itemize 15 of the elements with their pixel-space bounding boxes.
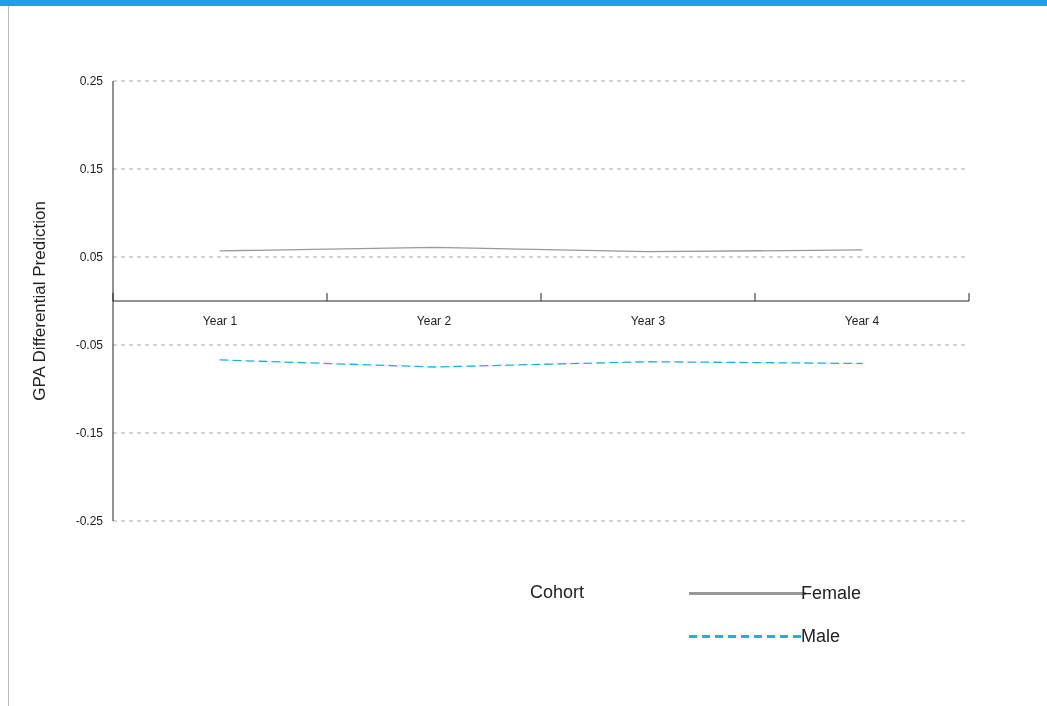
legend-label: Male — [801, 626, 841, 646]
x-tick-label: Year 4 — [844, 314, 880, 328]
line-series — [219, 359, 863, 368]
y-tick-label: 0.15 — [79, 162, 104, 177]
y-tick-label: 0.05 — [79, 250, 104, 265]
y-tick-label: -0.05 — [75, 338, 104, 353]
y-axis-title: GPA Differential Prediction — [30, 201, 49, 401]
y-tick-label: 0.25 — [79, 74, 104, 89]
y-tick-label: -0.15 — [75, 426, 104, 441]
legend-title: Cohort — [530, 582, 585, 602]
y-tick-label: -0.25 — [75, 514, 104, 529]
x-tick-label: Year 1 — [202, 314, 238, 328]
x-tick-label: Year 2 — [416, 314, 452, 328]
legend-label: Female — [801, 583, 862, 603]
x-tick-label: Year 3 — [630, 314, 666, 328]
